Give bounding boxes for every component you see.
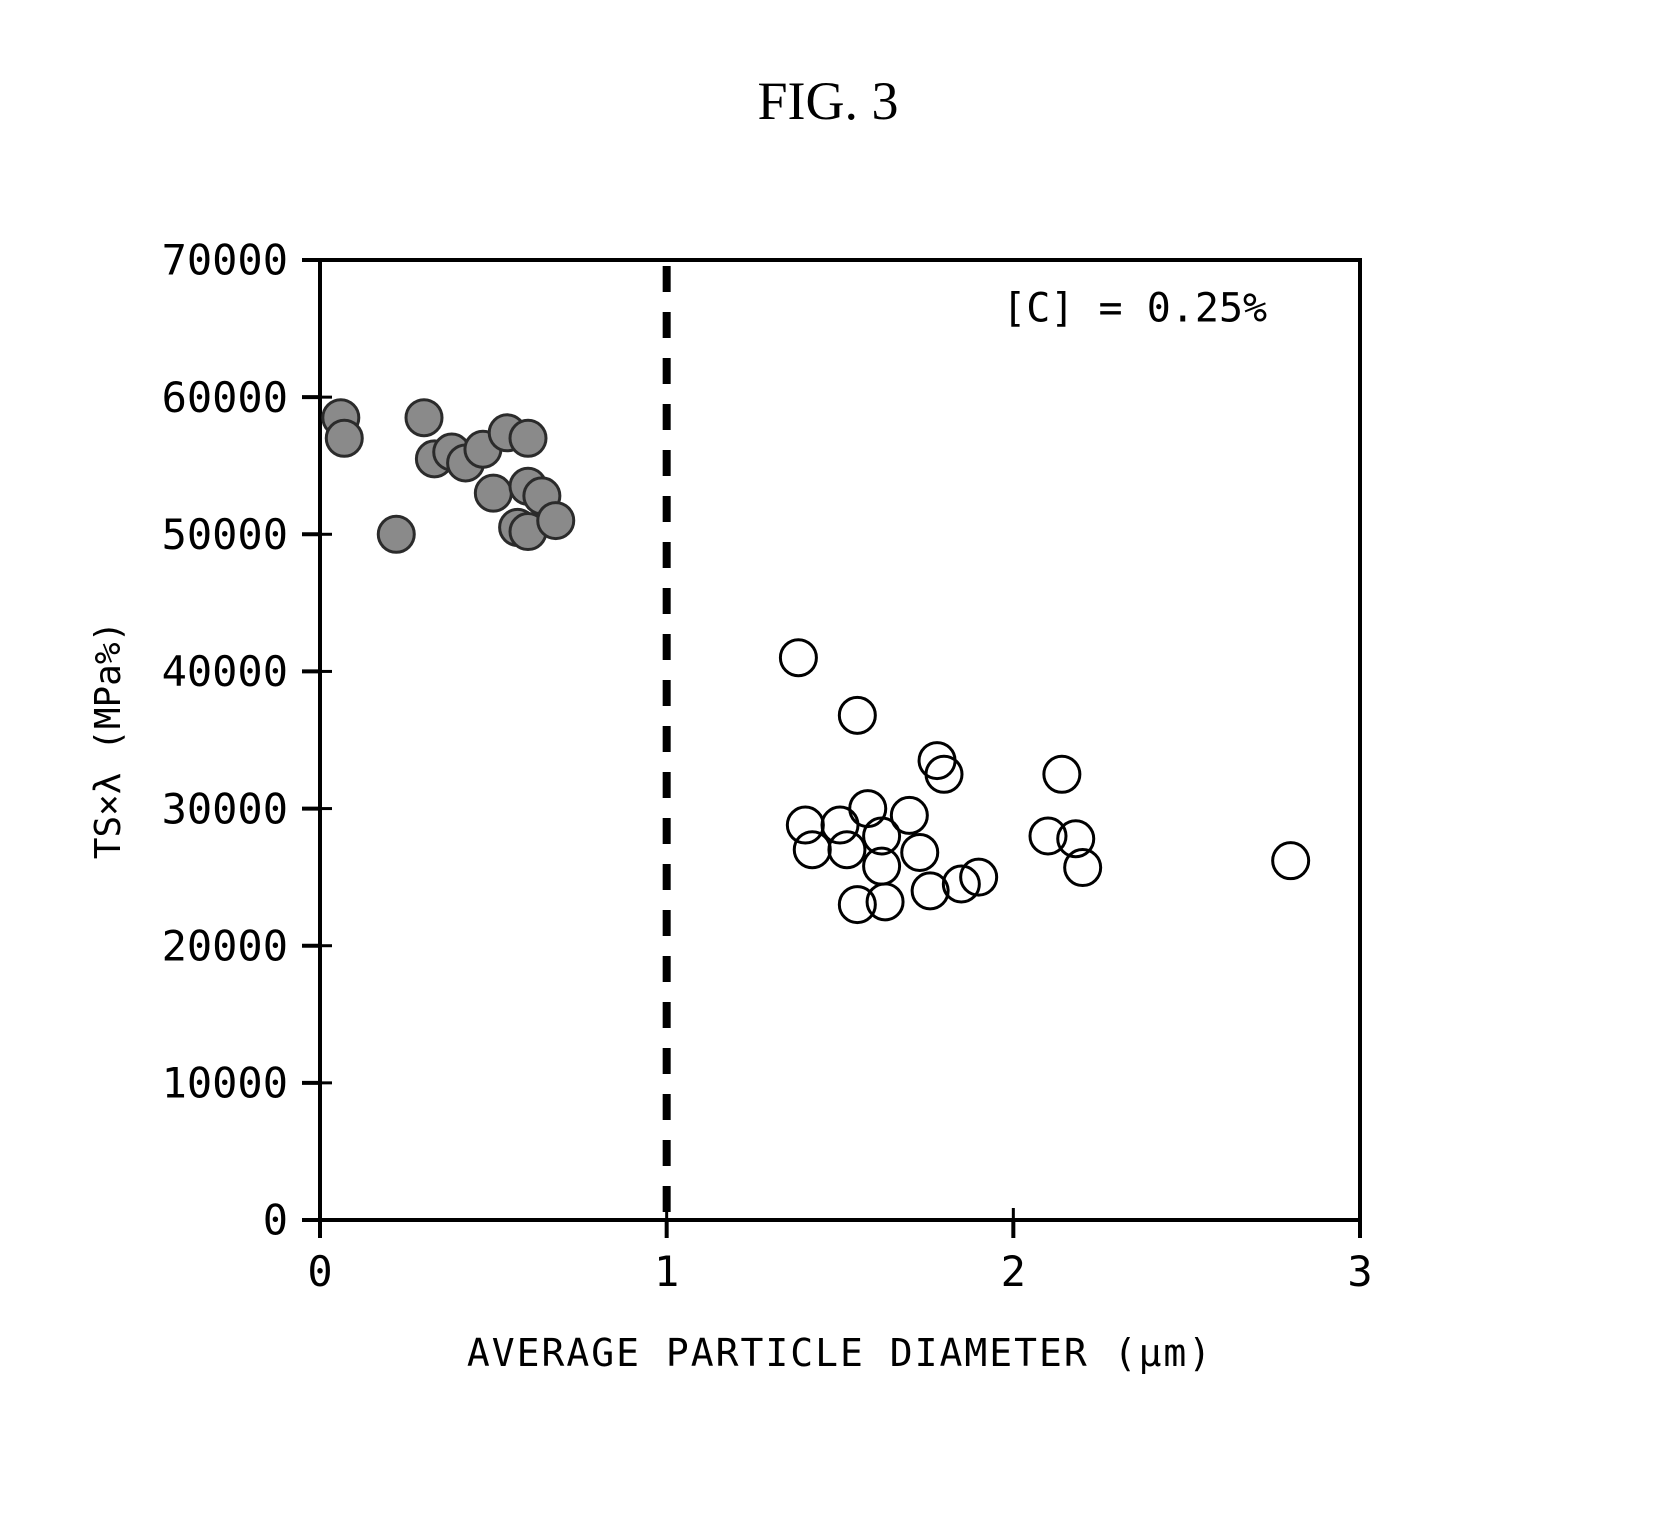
- y-axis-label: TS×λ (MPa%): [88, 621, 129, 859]
- y-tick-label: 50000: [162, 510, 288, 559]
- x-tick-label: 1: [654, 1247, 679, 1296]
- chart-container: 0 10000 20000 30000 40000 50000 60000 70000 0 1 2 3…: [0, 0, 1656, 1532]
- point-filled: [326, 420, 362, 456]
- x-tick-label: 0: [307, 1247, 332, 1296]
- y-tick-label: 40000: [162, 647, 288, 696]
- x-tick-label: 3: [1347, 1247, 1372, 1296]
- point-filled: [475, 475, 511, 511]
- plot-area: [320, 260, 1360, 1220]
- annotation-c-label: [C] = 0.25%: [1002, 286, 1267, 332]
- point-filled: [538, 503, 574, 539]
- y-tick-label: 70000: [162, 236, 288, 285]
- point-filled: [406, 400, 442, 436]
- point-filled: [378, 516, 414, 552]
- y-tick-label: 0: [263, 1196, 288, 1245]
- y-tick-label: 30000: [162, 784, 288, 833]
- y-tick-label: 10000: [162, 1059, 288, 1108]
- page: FIG. 3 010000200003000040000500006000070…: [0, 0, 1656, 1532]
- y-tick-label: 20000: [162, 921, 288, 970]
- x-tick-label: 2: [1001, 1247, 1026, 1296]
- scatter-chart: 0 10000 20000 30000 40000 50000 60000 70000 0 1 2 3…: [0, 0, 1656, 1532]
- y-tick-label: 60000: [162, 373, 288, 422]
- x-axis-label: AVERAGE PARTICLE DIAMETER (μm): [467, 1331, 1213, 1375]
- point-filled: [510, 420, 546, 456]
